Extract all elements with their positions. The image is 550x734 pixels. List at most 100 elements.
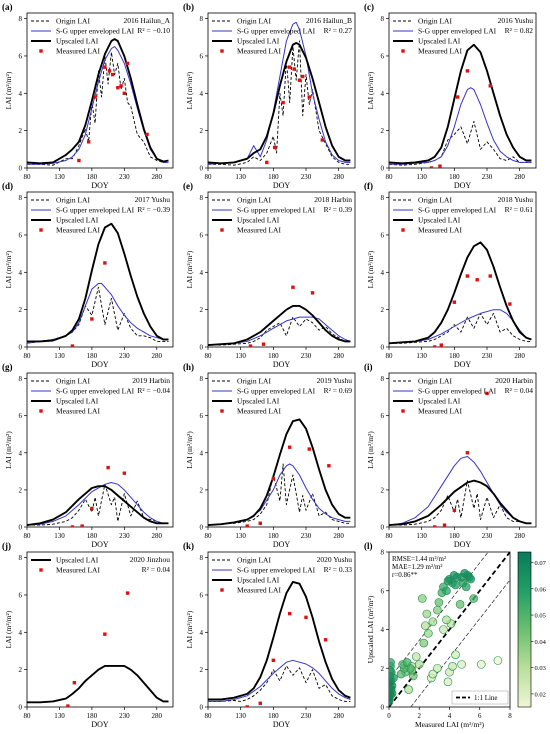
plot-area bbox=[208, 21, 351, 166]
legend-label: Upscaled LAI bbox=[418, 37, 461, 46]
panel-label: (l) bbox=[364, 541, 373, 551]
legend-label: Upscaled LAI bbox=[56, 556, 99, 565]
legend-label: Origin LAI bbox=[418, 17, 452, 26]
series-line-s-g-upper-enveloped-lai bbox=[208, 316, 351, 346]
y-axis-label: LAI (m²/m²) bbox=[4, 431, 13, 469]
stats-text: RMSE=1.44 m²/m² bbox=[392, 555, 446, 563]
legend-marker bbox=[220, 409, 224, 413]
scatter-point bbox=[433, 605, 442, 615]
y-axis-label: LAI (m²/m²) bbox=[366, 71, 375, 109]
scatter-point bbox=[424, 629, 433, 638]
series-line-origin-lai bbox=[389, 480, 532, 526]
scatter-point bbox=[428, 617, 438, 627]
measured-point bbox=[80, 524, 84, 527]
panel-label: (k) bbox=[183, 541, 194, 551]
measured-point bbox=[281, 100, 285, 105]
measured-point bbox=[116, 85, 120, 90]
measured-point bbox=[301, 74, 305, 79]
measured-point bbox=[433, 345, 437, 347]
series-line-origin-lai bbox=[208, 665, 351, 702]
y-axis-label: Upscaled LAI (m²/m²) bbox=[366, 595, 375, 663]
scatter-point bbox=[433, 663, 442, 673]
measured-point bbox=[320, 138, 325, 142]
axes-frame bbox=[388, 191, 537, 348]
measured-point bbox=[122, 91, 127, 96]
colorbar-tick-label: 0.06 bbox=[535, 586, 547, 593]
legend-label: Measured LAI bbox=[237, 47, 281, 56]
x-tick-label: 280 bbox=[514, 532, 525, 540]
plot-area bbox=[208, 580, 351, 707]
y-tick-label: 4 bbox=[19, 449, 23, 457]
axes-frame bbox=[26, 372, 174, 528]
panel-label: (j) bbox=[2, 541, 11, 551]
measured-point bbox=[122, 471, 127, 475]
y-tick-label: 6 bbox=[200, 591, 204, 599]
y-tick-label: 8 bbox=[200, 194, 204, 202]
y-tick-label: 0 bbox=[19, 704, 23, 712]
legend-marker bbox=[39, 568, 43, 572]
series-line-origin-lai bbox=[208, 40, 351, 166]
axes-frame bbox=[207, 372, 356, 528]
y-tick-label: 4 bbox=[200, 629, 204, 637]
r-squared: R² = −0.04 bbox=[137, 386, 170, 395]
legend-label: Upscaled LAI bbox=[418, 216, 461, 225]
measured-point bbox=[125, 61, 130, 66]
measured-point bbox=[271, 658, 276, 663]
y-tick-label: 8 bbox=[381, 375, 385, 383]
x-tick-label: 130 bbox=[235, 712, 246, 720]
panel-title: 2018 Yushu bbox=[498, 195, 534, 204]
y-tick-label: 8 bbox=[381, 549, 385, 557]
scatter-point bbox=[419, 638, 429, 648]
legend-label: Upscaled LAI bbox=[237, 397, 280, 406]
y-tick-label: 6 bbox=[381, 52, 385, 60]
measured-point bbox=[439, 343, 443, 347]
legend-label: Origin LAI bbox=[56, 196, 90, 205]
x-tick-label: 80 bbox=[24, 712, 32, 720]
upper-bound-line bbox=[389, 552, 489, 680]
x-tick-label: 230 bbox=[119, 173, 130, 181]
legend-label: Origin LAI bbox=[418, 377, 452, 386]
series-line-origin-lai bbox=[389, 312, 532, 344]
one-to-one-line bbox=[389, 552, 510, 707]
y-tick-label: 4 bbox=[19, 269, 23, 277]
y-tick-label: 8 bbox=[381, 15, 385, 23]
x-axis-label: DOY bbox=[454, 181, 472, 190]
legend-label: Measured LAI bbox=[56, 566, 100, 575]
panel-label: (a) bbox=[2, 2, 13, 12]
scatter-point bbox=[451, 650, 460, 659]
measured-point bbox=[245, 524, 249, 527]
series-line-upscaled-lai bbox=[27, 222, 169, 343]
r-squared: R² = 0.27 bbox=[324, 26, 353, 35]
x-tick-label: 80 bbox=[24, 532, 32, 540]
measured-point bbox=[103, 65, 107, 69]
measured-point bbox=[103, 261, 107, 265]
legend-marker bbox=[39, 49, 43, 53]
y-axis-label: LAI (m²/m²) bbox=[366, 431, 375, 469]
y-tick-label: 6 bbox=[381, 587, 385, 595]
panel-i: (i) 80 130 180 230 280 0 2 4 6 8 DOY LAI (m²/m²) Orig… bbox=[364, 362, 537, 549]
panel-title: 2020 Yushu bbox=[317, 555, 353, 564]
measured-point bbox=[488, 84, 492, 88]
scatter-point bbox=[434, 598, 444, 607]
scatter-point bbox=[460, 569, 469, 578]
series-line-upscaled-lai bbox=[389, 43, 532, 165]
x-tick-label: 80 bbox=[205, 712, 213, 720]
series-line-upscaled-lai bbox=[208, 304, 351, 347]
series-line-origin-lai bbox=[208, 316, 351, 346]
y-tick-label: 8 bbox=[19, 194, 23, 202]
y-tick-label: 2 bbox=[381, 665, 385, 673]
y-tick-label: 6 bbox=[200, 231, 204, 239]
y-tick-label: 4 bbox=[381, 90, 385, 98]
measured-point bbox=[90, 506, 94, 511]
measured-point bbox=[442, 523, 447, 527]
legend-label: Origin LAI bbox=[418, 196, 452, 205]
series-line-s-g-upper-enveloped-lai bbox=[27, 46, 169, 165]
scatter-point bbox=[476, 660, 486, 669]
measured-point bbox=[429, 166, 434, 168]
y-tick-label: 4 bbox=[200, 269, 204, 277]
x-tick-label: 280 bbox=[333, 532, 344, 540]
plot-area bbox=[389, 552, 510, 707]
legend-label: Measured LAI bbox=[56, 407, 100, 416]
